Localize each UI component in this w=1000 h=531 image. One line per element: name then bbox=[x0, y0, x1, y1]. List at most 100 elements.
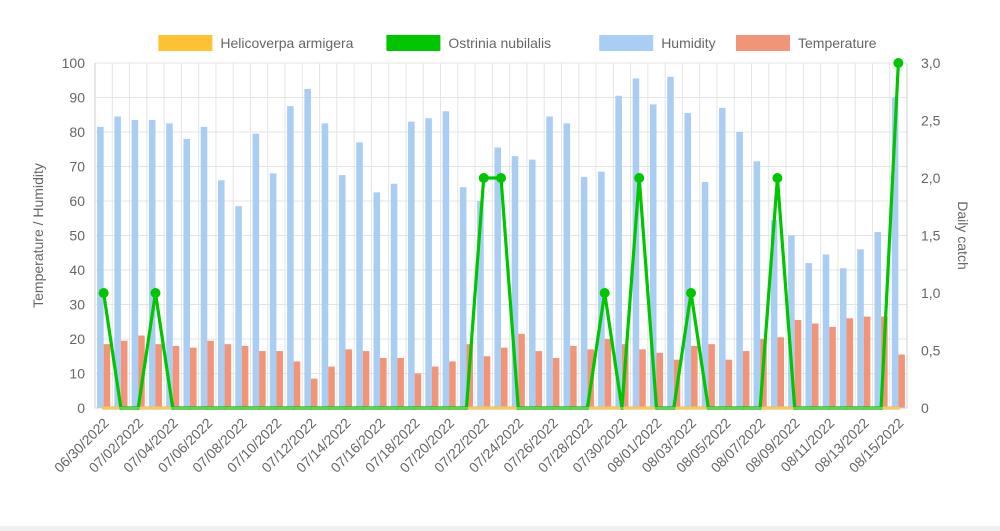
humidity-bar bbox=[166, 123, 173, 408]
humidity-bar bbox=[321, 123, 329, 408]
temperature-bar bbox=[293, 361, 301, 408]
y-left-tick-label: 30 bbox=[69, 297, 85, 313]
legend-label: Temperature bbox=[798, 35, 877, 51]
legend-item[interactable]: Helicoverpa armigera bbox=[158, 35, 354, 51]
humidity-bar bbox=[408, 121, 415, 409]
humidity-bar bbox=[114, 116, 121, 408]
temperature-bar bbox=[742, 351, 750, 408]
temperature-bar bbox=[380, 357, 387, 408]
humidity-bar bbox=[304, 88, 311, 408]
temperature-bar bbox=[224, 344, 232, 408]
legend-label: Ostrinia nubilalis bbox=[448, 35, 551, 51]
humidity-bar bbox=[235, 206, 242, 408]
temperature-bar bbox=[898, 354, 905, 408]
humidity-bar bbox=[494, 147, 501, 408]
y-left-axis-title: Temperature / Humidity bbox=[30, 163, 46, 308]
humidity-bar bbox=[459, 187, 467, 408]
humidity-bar bbox=[442, 111, 450, 409]
temperature-bar bbox=[259, 351, 266, 408]
temperature-bar bbox=[691, 345, 698, 408]
temperature-bar bbox=[708, 344, 715, 408]
humidity-bar bbox=[183, 138, 191, 408]
y-right-tick-label: 0,5 bbox=[921, 343, 941, 359]
y-left-tick-label: 50 bbox=[69, 228, 85, 244]
temperature-bar bbox=[362, 351, 370, 408]
temperature-bar bbox=[604, 339, 612, 408]
temperature-bar bbox=[552, 357, 560, 408]
temperature-bar bbox=[414, 373, 422, 408]
humidity-bar bbox=[338, 175, 346, 408]
humidity-bar bbox=[736, 132, 743, 408]
humidity-bar bbox=[356, 142, 363, 408]
ostrinia-point bbox=[893, 58, 904, 68]
temperature-bar bbox=[570, 345, 577, 408]
y-right-tick-label: 1,0 bbox=[921, 285, 941, 301]
humidity-bar bbox=[563, 123, 571, 408]
legend-item[interactable]: Ostrinia nubilalis bbox=[386, 35, 551, 51]
humidity-bar bbox=[390, 183, 398, 408]
temperature-bar bbox=[863, 316, 871, 408]
ostrinia-point bbox=[496, 173, 506, 183]
y-right-tick-label: 2,5 bbox=[921, 113, 941, 129]
temperature-bar bbox=[138, 335, 145, 408]
humidity-bar bbox=[857, 249, 864, 408]
humidity-bar bbox=[822, 254, 830, 408]
y-right-tick-label: 1,5 bbox=[921, 228, 941, 244]
temperature-bar bbox=[846, 318, 854, 408]
temperature-bar bbox=[241, 345, 249, 408]
temperature-bar bbox=[777, 337, 784, 408]
y-right-tick-label: 0 bbox=[921, 400, 929, 416]
humidity-bar bbox=[770, 219, 778, 408]
temperature-bar bbox=[829, 326, 836, 408]
legend[interactable]: Helicoverpa armigera Ostrinia nubilalis Hu… bbox=[158, 35, 877, 51]
humidity-bar bbox=[546, 116, 553, 408]
temperature-bar bbox=[656, 352, 664, 408]
temperature-bar bbox=[103, 344, 111, 408]
humidity-bar bbox=[200, 126, 208, 408]
humidity-bar bbox=[874, 232, 882, 408]
legend-item[interactable]: Humidity bbox=[599, 35, 716, 51]
temperature-bar bbox=[483, 356, 491, 408]
y-left-tick-label: 70 bbox=[69, 159, 85, 175]
ostrinia-point bbox=[686, 288, 697, 298]
ostrinia-point bbox=[478, 173, 489, 183]
y-left-tick-label: 40 bbox=[69, 262, 85, 278]
y-left-tick-label: 60 bbox=[69, 193, 85, 209]
temperature-bar bbox=[276, 351, 283, 408]
temperature-bar bbox=[811, 323, 819, 408]
temperature-bar bbox=[345, 349, 353, 408]
legend-label: Helicoverpa armigera bbox=[220, 35, 353, 51]
humidity-bars bbox=[97, 76, 899, 409]
y-left-tick-label: 10 bbox=[69, 366, 85, 382]
humidity-bar bbox=[891, 97, 899, 408]
humidity-bar bbox=[788, 235, 795, 408]
humidity-bar bbox=[269, 173, 277, 408]
temperature-bar bbox=[518, 333, 525, 408]
y-right-axis-title: Daily catch bbox=[955, 201, 971, 269]
temperature-bar bbox=[310, 378, 318, 408]
temperature-bar bbox=[172, 345, 180, 408]
legend-swatch bbox=[599, 35, 654, 51]
ostrinia-point bbox=[599, 288, 610, 298]
temperature-bar bbox=[449, 361, 456, 408]
humidity-bar bbox=[131, 119, 139, 409]
ostrinia-point bbox=[98, 288, 109, 298]
humidity-bar bbox=[839, 268, 847, 408]
humidity-bar bbox=[511, 156, 519, 408]
temperature-bar bbox=[207, 340, 214, 408]
legend-item[interactable]: Temperature bbox=[736, 35, 877, 51]
humidity-bar bbox=[719, 107, 726, 408]
bottom-strip bbox=[0, 526, 1000, 531]
temperature-bar bbox=[725, 359, 733, 408]
humidity-bar bbox=[373, 192, 381, 408]
legend-swatch bbox=[736, 35, 790, 51]
humidity-bar bbox=[684, 113, 692, 409]
humidity-bar bbox=[97, 126, 104, 408]
y-left-tick-label: 80 bbox=[69, 124, 85, 140]
temperature-bar bbox=[639, 349, 646, 408]
humidity-bar bbox=[580, 176, 588, 408]
humidity-bar bbox=[477, 201, 484, 408]
humidity-bar bbox=[753, 161, 761, 408]
y-right-tick-label: 2,0 bbox=[921, 170, 941, 186]
